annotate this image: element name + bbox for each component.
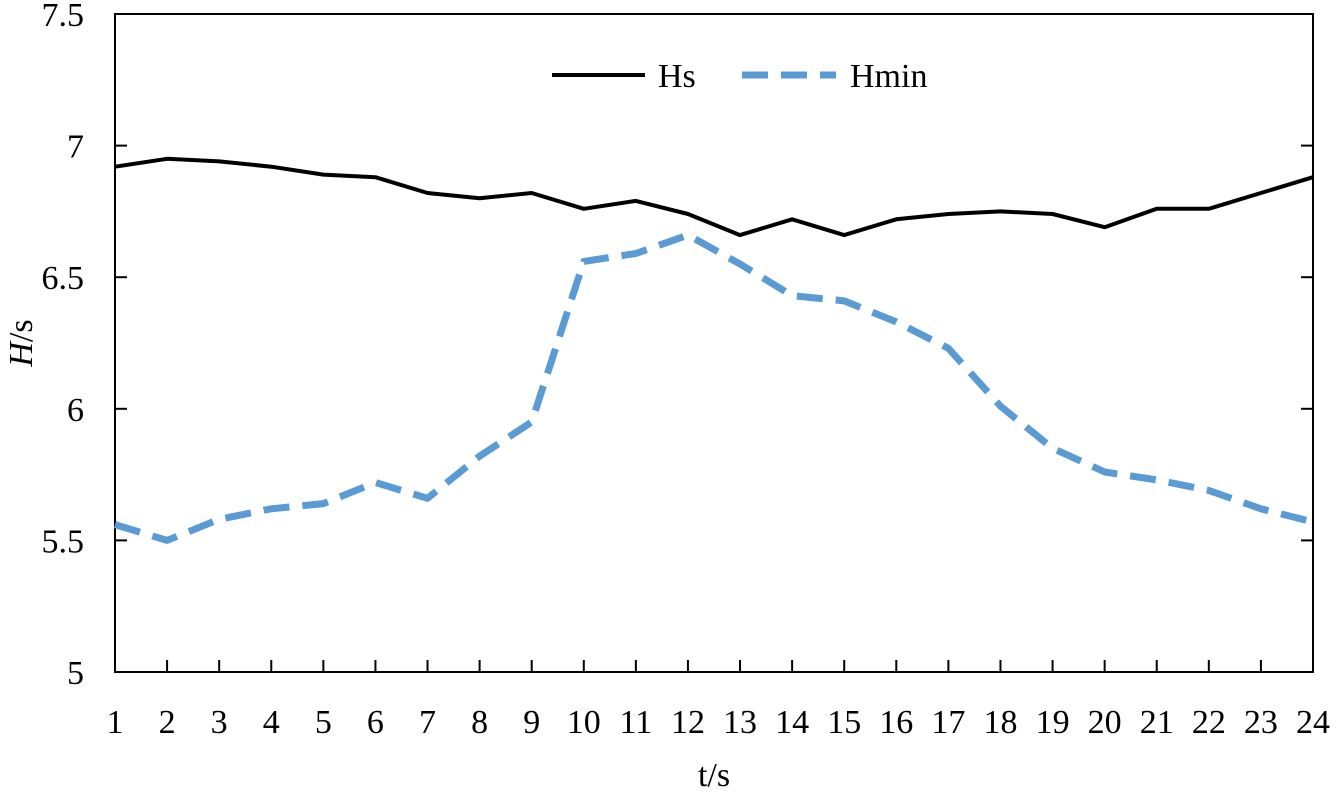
- x-tick-label: 13: [723, 704, 757, 741]
- x-tick-label: 16: [879, 704, 913, 741]
- x-tick-label: 10: [567, 704, 601, 741]
- x-tick-label: 21: [1140, 704, 1174, 741]
- x-tick-label: 6: [367, 704, 384, 741]
- x-axis: 1 2 3 4 5 6 7 8 9 10 11 12 13 14 15 16 17 18 19 20 21 22 23 24: [107, 660, 1330, 741]
- x-tick-label: 18: [983, 704, 1017, 741]
- x-tick-label: 3: [211, 704, 228, 741]
- legend-label-hs: Hs: [658, 58, 696, 95]
- x-tick-label: 5: [315, 704, 332, 741]
- x-tick-label: 12: [671, 704, 705, 741]
- x-tick-label: 9: [523, 704, 540, 741]
- x-tick-label: 4: [263, 704, 280, 741]
- x-tick-label: 8: [471, 704, 488, 741]
- series-line-hs: [114, 156, 1314, 238]
- x-tick-label: 11: [619, 704, 652, 741]
- legend-label-hmin: Hmin: [850, 58, 927, 95]
- x-tick-label: 7: [419, 704, 436, 741]
- series-line-hmin: [113, 231, 1314, 544]
- x-tick-label: 22: [1192, 704, 1226, 741]
- y-axis: 5 5.5 6 6.5 7 7.5: [42, 0, 1313, 692]
- y-tick-label: 7.5: [42, 0, 85, 34]
- x-axis-title: t/s: [698, 757, 730, 792]
- x-tick-label: 1: [107, 704, 124, 741]
- series-lines: [113, 156, 1314, 544]
- x-tick-label: 2: [159, 704, 176, 741]
- legend: Hs Hmin: [552, 58, 927, 95]
- y-axis-title-symbol: H: [3, 340, 40, 368]
- y-axis-title: H/s: [3, 319, 40, 367]
- x-tick-label: 15: [827, 704, 861, 741]
- x-tick-label: 20: [1088, 704, 1122, 741]
- x-tick-label: 24: [1296, 704, 1330, 741]
- y-tick-label: 6.5: [42, 260, 85, 297]
- y-tick-label: 7: [67, 129, 84, 166]
- x-tick-label: 23: [1244, 704, 1278, 741]
- y-tick-label: 5: [67, 655, 84, 692]
- y-tick-label: 5.5: [42, 523, 85, 560]
- x-tick-label: 14: [775, 704, 809, 741]
- y-axis-title-unit: /s: [3, 319, 40, 342]
- x-tick-label: 17: [931, 704, 965, 741]
- y-tick-label: 6: [67, 392, 84, 429]
- plot-frame: [114, 13, 1314, 673]
- x-tick-label: 19: [1036, 704, 1070, 741]
- plot-area-border: [114, 13, 1314, 673]
